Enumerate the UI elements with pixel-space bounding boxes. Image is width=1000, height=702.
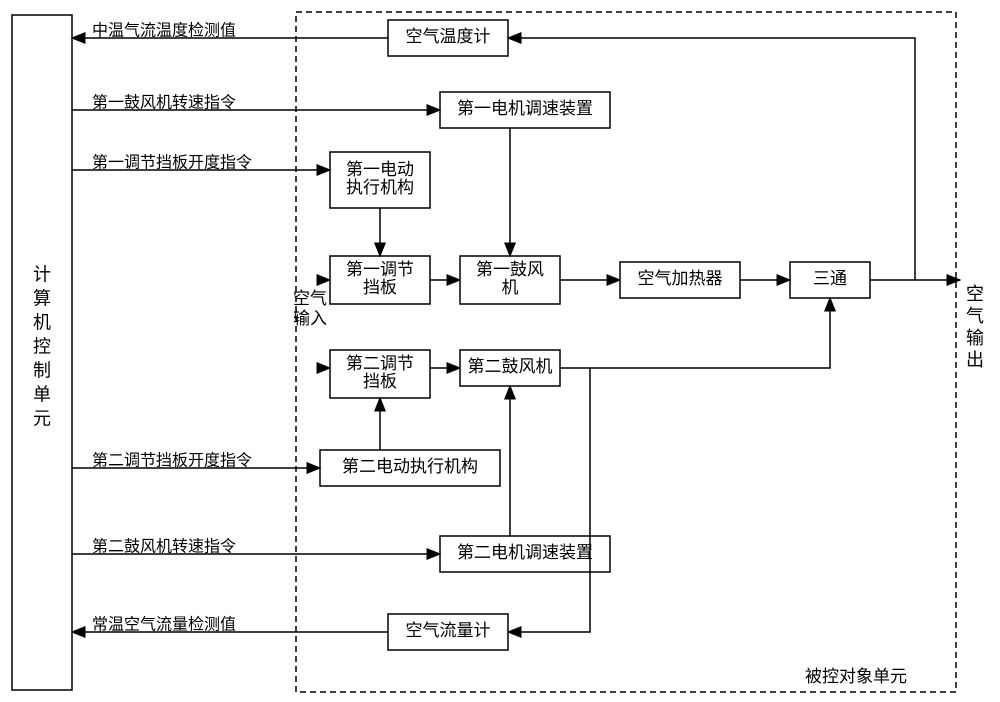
node-label-damper1: 第一调节 bbox=[346, 260, 414, 279]
node-label-tee: 三通 bbox=[813, 269, 847, 288]
node-label-damper2: 第二调节 bbox=[346, 354, 414, 373]
node-label-actuator1: 执行机构 bbox=[346, 178, 414, 197]
node-label-actuator1: 第一电动 bbox=[346, 160, 414, 179]
text-sig4: 第二调节挡板开度指令 bbox=[92, 452, 252, 470]
text-sig3: 第一调节挡板开度指令 bbox=[92, 154, 252, 172]
text-sig6: 常温空气流量检测值 bbox=[92, 616, 236, 634]
controller-label-char: 制 bbox=[33, 361, 51, 381]
text-air_out: 输 bbox=[966, 328, 984, 348]
controller-label-char: 计 bbox=[33, 265, 51, 285]
node-label-damper2: 挡板 bbox=[363, 372, 397, 391]
controller-label-char: 元 bbox=[33, 409, 51, 429]
edge-18 bbox=[508, 38, 915, 280]
node-label-air_thermo: 空气温度计 bbox=[406, 27, 491, 46]
text-air_out: 空 bbox=[966, 284, 984, 304]
text-air_in: 输入 bbox=[293, 309, 327, 328]
plant-box-label: 被控对象单元 bbox=[805, 667, 907, 686]
text-sig5: 第二鼓风机转速指令 bbox=[92, 538, 236, 556]
controller-label-char: 单 bbox=[33, 385, 51, 405]
node-label-motor1: 第一电机调速装置 bbox=[457, 99, 593, 118]
node-label-damper1: 挡板 bbox=[363, 278, 397, 297]
text-air_out: 气 bbox=[966, 306, 984, 326]
edge-19 bbox=[508, 368, 590, 632]
node-label-motor2: 第二电机调速装置 bbox=[457, 543, 593, 562]
node-label-blower1: 第一鼓风 bbox=[476, 260, 544, 279]
text-air_in: 空气 bbox=[293, 289, 327, 308]
node-label-blower2: 第二鼓风机 bbox=[468, 357, 553, 376]
node-label-blower1: 机 bbox=[502, 278, 519, 297]
controller-label-char: 算 bbox=[33, 289, 51, 309]
node-label-actuator2: 第二电动执行机构 bbox=[342, 457, 478, 476]
text-sig1: 中温气流温度检测值 bbox=[92, 22, 236, 40]
edge-12 bbox=[560, 298, 830, 368]
node-label-heater: 空气加热器 bbox=[638, 269, 723, 288]
diagram-canvas: 被控对象单元计算机控制单元空气温度计第一电机调速装置第一电动执行机构第一调节挡板… bbox=[0, 0, 1000, 702]
controller-label-char: 机 bbox=[33, 313, 51, 333]
node-label-flowmeter: 空气流量计 bbox=[406, 621, 491, 640]
text-sig2: 第一鼓风机转速指令 bbox=[92, 94, 236, 112]
text-air_out: 出 bbox=[966, 350, 984, 370]
controller-label-char: 控 bbox=[33, 337, 51, 357]
